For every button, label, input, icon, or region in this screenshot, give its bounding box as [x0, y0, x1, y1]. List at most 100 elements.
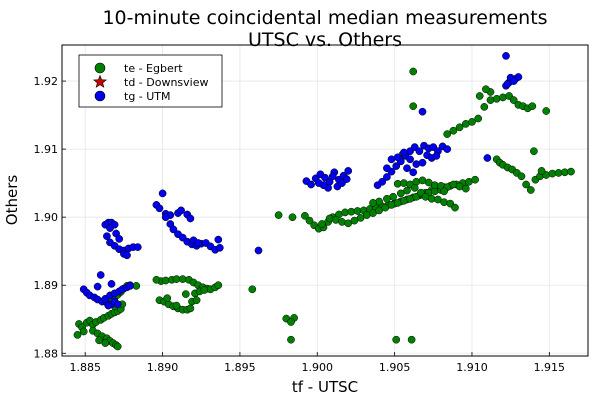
data-point-egbert	[443, 130, 452, 138]
data-point-utm	[158, 189, 167, 198]
data-point-egbert	[95, 336, 103, 345]
data-point-utm	[383, 164, 391, 173]
data-point-egbert	[113, 342, 122, 351]
data-point-utm	[406, 155, 414, 164]
x-tick-label: 1.915	[534, 361, 566, 374]
data-point-egbert	[480, 103, 489, 111]
legend-label-egbert: te - Egbert	[124, 62, 183, 75]
legend: te - Egbert td - Downsview tg - UTM	[78, 54, 223, 108]
data-point-egbert	[509, 96, 518, 104]
legend-marker-utm	[94, 90, 106, 102]
data-point-utm	[161, 213, 170, 222]
chart-title-line-2: UTSC vs. Others	[248, 29, 402, 51]
data-point-egbert	[475, 92, 484, 100]
data-point-egbert	[455, 123, 464, 132]
data-point-egbert	[248, 285, 257, 294]
data-point-utm	[96, 271, 105, 279]
data-point-egbert	[274, 211, 283, 219]
data-point-egbert	[409, 67, 418, 76]
y-tick-label: 1.91	[34, 143, 59, 156]
legend-label-utm: tg - UTM	[124, 90, 171, 103]
data-point-egbert	[396, 189, 405, 198]
y-tick-label: 1.88	[34, 347, 59, 360]
data-point-egbert	[471, 175, 479, 184]
data-point-utm	[155, 204, 164, 213]
data-point-utm	[103, 232, 111, 241]
data-point-egbert	[567, 167, 575, 176]
data-point-utm	[400, 148, 408, 157]
data-point-utm	[403, 164, 411, 173]
data-point-egbert	[528, 102, 537, 111]
data-point-egbert	[461, 184, 470, 193]
data-point-egbert	[79, 327, 88, 336]
data-point-utm	[214, 235, 223, 244]
legend-marker-egbert	[94, 62, 106, 74]
data-point-utm	[314, 179, 323, 187]
data-point-egbert	[409, 102, 418, 111]
data-point-egbert	[318, 220, 326, 228]
x-tick-label: 1.900	[302, 361, 334, 374]
data-point-utm	[502, 52, 510, 60]
data-point-egbert	[383, 194, 391, 203]
plot-frame	[61, 44, 589, 357]
data-point-egbert	[305, 216, 314, 225]
data-point-egbert	[181, 290, 190, 298]
data-point-utm	[169, 225, 178, 234]
data-point-utm	[503, 79, 512, 88]
data-point-utm	[194, 239, 202, 247]
x-tick-label: 1.895	[224, 361, 256, 374]
data-point-egbert	[517, 172, 526, 181]
data-point-egbert	[537, 167, 546, 175]
data-point-egbert	[542, 107, 551, 115]
data-point-utm	[107, 280, 116, 288]
data-point-utm	[483, 154, 492, 162]
y-tick-label: 1.92	[34, 75, 59, 88]
data-point-egbert	[451, 203, 459, 212]
data-point-utm	[186, 214, 195, 223]
data-point-utm	[443, 145, 452, 153]
data-point-egbert	[214, 281, 223, 290]
chart-title-line-1: 10-minute coincidental median measuremen…	[102, 7, 547, 29]
data-point-utm	[307, 180, 315, 189]
data-point-egbert	[526, 186, 535, 194]
data-point-utm	[432, 152, 441, 160]
data-point-utm	[133, 243, 142, 251]
data-point-utm	[418, 158, 427, 167]
data-point-utm	[344, 167, 353, 175]
data-point-utm	[415, 147, 424, 156]
x-tick-label: 1.910	[456, 361, 488, 374]
legend-label-downsview: td - Downsview	[124, 76, 209, 89]
data-point-egbert	[440, 187, 448, 196]
data-point-egbert	[288, 213, 297, 222]
data-point-utm	[342, 175, 351, 183]
x-tick-label: 1.890	[147, 361, 179, 374]
data-point-egbert	[152, 275, 161, 284]
data-point-utm	[392, 162, 401, 170]
data-point-egbert	[287, 318, 295, 326]
data-point-utm	[123, 251, 131, 260]
data-point-egbert	[410, 184, 419, 192]
x-axis-label: tf - UTSC	[292, 378, 358, 396]
data-point-egbert	[474, 114, 483, 123]
data-point-utm	[383, 173, 391, 181]
grid-lines	[62, 45, 588, 356]
y-tick-label: 1.90	[34, 211, 59, 224]
y-axis-label: Others	[3, 175, 21, 226]
data-point-egbert	[301, 211, 309, 220]
data-point-utm	[418, 107, 427, 116]
data-point-utm	[104, 301, 113, 310]
x-tick-label: 1.905	[379, 361, 411, 374]
data-point-utm	[113, 300, 122, 309]
data-point-egbert	[369, 199, 377, 207]
data-point-utm	[328, 172, 337, 181]
data-point-egbert	[73, 331, 82, 339]
data-point-utm	[106, 224, 114, 232]
y-tick-label: 1.89	[34, 279, 59, 292]
series-egbert	[73, 67, 575, 351]
data-point-utm	[177, 206, 185, 215]
data-point-utm	[387, 155, 396, 164]
data-point-egbert	[172, 301, 181, 310]
data-point-egbert	[522, 180, 530, 189]
data-point-egbert	[468, 118, 476, 126]
